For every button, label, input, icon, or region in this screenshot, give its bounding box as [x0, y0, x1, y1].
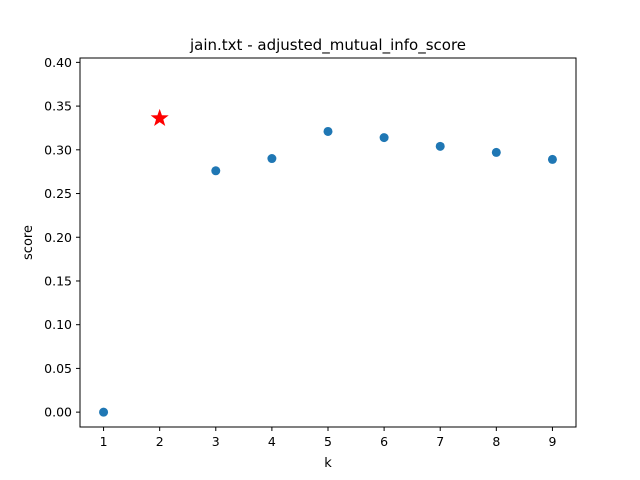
x-tick-label: 4 — [268, 434, 276, 449]
data-point — [99, 407, 109, 417]
y-tick-label: 0.05 — [44, 361, 72, 376]
plot-frame — [79, 57, 577, 428]
y-axis: 0.00 0.05 0.10 0.15 0.20 0.25 0.30 0.35 0.40 — [44, 55, 80, 420]
x-tick-label: 8 — [492, 434, 500, 449]
data-point — [547, 154, 557, 164]
x-tick-label: 6 — [380, 434, 388, 449]
y-tick-label: 0.25 — [44, 186, 72, 201]
y-axis-label: score — [21, 225, 36, 260]
data-point — [267, 154, 277, 164]
data-point — [379, 133, 389, 143]
x-tick-label: 1 — [100, 434, 108, 449]
y-tick-label: 0.00 — [44, 405, 72, 420]
x-tick-label: 5 — [324, 434, 332, 449]
y-tick-label: 0.35 — [44, 99, 72, 114]
x-axis: 1 2 3 4 5 6 7 8 9 — [100, 427, 556, 449]
data-points — [99, 108, 557, 417]
x-tick-label: 7 — [436, 434, 444, 449]
data-point — [323, 126, 333, 136]
data-point — [491, 147, 501, 157]
y-tick-label: 0.10 — [44, 317, 72, 332]
y-tick-label: 0.15 — [44, 273, 72, 288]
x-axis-label: k — [324, 456, 332, 471]
y-tick-label: 0.40 — [44, 55, 72, 70]
data-point — [435, 141, 445, 151]
x-tick-label: 9 — [548, 434, 556, 449]
x-tick-label: 2 — [156, 434, 164, 449]
x-tick-label: 3 — [212, 434, 220, 449]
y-tick-label: 0.20 — [44, 230, 72, 245]
chart-title: jain.txt - adjusted_mutual_info_score — [189, 36, 466, 55]
data-point — [211, 166, 221, 176]
best-k-star-marker — [150, 108, 169, 127]
y-tick-label: 0.30 — [44, 142, 72, 157]
